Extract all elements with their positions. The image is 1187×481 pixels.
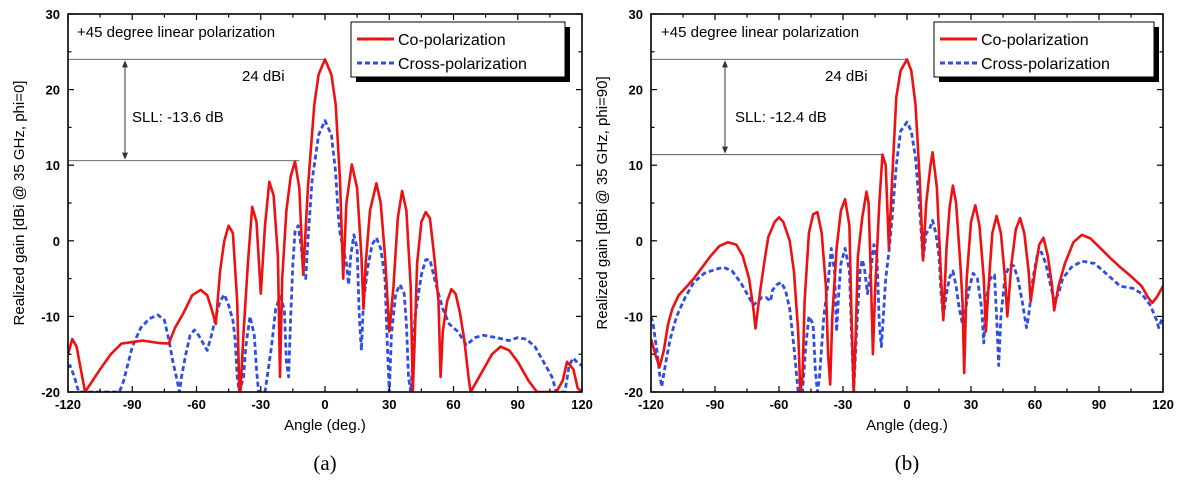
chart-b-y-tick-label: 30 xyxy=(629,7,643,22)
chart-b-legend-co-label: Co-polarization xyxy=(981,32,1089,49)
chart-a-y-tick-label: 30 xyxy=(46,7,60,22)
chart-a-legend: Co-polarization Cross-polarization xyxy=(350,21,570,82)
chart-a-x-tick-label: -30 xyxy=(251,397,270,412)
chart-b-sll-arrow-head-up xyxy=(722,60,728,68)
chart-b-y-tick-label: 0 xyxy=(636,234,643,249)
chart-a-x-tick-label: 120 xyxy=(571,397,593,412)
chart-b-x-tick-label: 60 xyxy=(1028,397,1042,412)
chart-b-y-tick-label: 20 xyxy=(629,83,643,98)
chart-b-y-tick-labels: -20 -10 0 10 20 30 xyxy=(624,7,643,400)
chart-a-y-axis-label: Realized gain [dBi @ 35 GHz, phi=0] xyxy=(11,81,28,326)
chart-b-legend-cross-label: Cross-polarization xyxy=(981,56,1110,73)
chart-b-legend: Co-polarization Cross-polarization xyxy=(933,21,1159,82)
chart-b-polarization-title: +45 degree linear polarization xyxy=(661,24,859,41)
chart-a-sll-arrow-head-down xyxy=(122,152,128,160)
chart-a-legend-box xyxy=(350,21,566,78)
chart-b-peak-label: 24 dBi xyxy=(825,68,868,85)
chart-a-x-tick-labels: -120 -90 -60 -30 0 30 60 90 120 xyxy=(55,397,593,412)
chart-a-series-co-polarization xyxy=(68,58,582,392)
chart-b-y-tick-label: 10 xyxy=(629,158,643,173)
chart-a-y-tick-label: 10 xyxy=(46,158,60,173)
chart-b-x-tick-label: 120 xyxy=(1152,397,1174,412)
chart-a-y-tick-label: -10 xyxy=(41,309,60,324)
chart-a: -120 -90 -60 -30 0 30 60 90 120 -20 -10 0 10 20 30 An… xyxy=(11,7,593,475)
chart-b-legend-box xyxy=(933,21,1155,78)
chart-a-y-tick-label: 20 xyxy=(46,83,60,98)
chart-a-legend-co-label: Co-polarization xyxy=(398,32,506,49)
chart-a-x-tick-label: -90 xyxy=(123,397,142,412)
chart-a-sll-label: SLL: -13.6 dB xyxy=(132,109,224,126)
chart-a-panel-label: (a) xyxy=(313,451,336,475)
chart-a-ticks xyxy=(67,13,583,393)
chart-b-annotation-lines xyxy=(651,58,907,156)
chart-a-curves xyxy=(68,58,582,392)
chart-a-peak-label: 24 dBi xyxy=(242,68,285,85)
chart-b-y-tick-label: -20 xyxy=(624,385,643,400)
chart-a-series-cross-polarization xyxy=(68,119,582,392)
chart-a-x-tick-label: 90 xyxy=(511,397,525,412)
chart-b-x-tick-label: 0 xyxy=(903,397,910,412)
chart-b-panel-label: (b) xyxy=(895,451,920,475)
chart-a-x-tick-label: 0 xyxy=(321,397,328,412)
chart-b-y-axis-label: Realized gain [dBi @ 35 GHz, phi=90] xyxy=(594,76,611,329)
chart-b-series-co-polarization xyxy=(651,58,1163,392)
chart-b-sll-label: SLL: -12.4 dB xyxy=(735,109,827,126)
chart-a-legend-cross-label: Cross-polarization xyxy=(398,56,527,73)
chart-b: -120 -90 -60 -30 0 30 60 90 120 -20 -10 0 10 20 30 An… xyxy=(594,7,1174,475)
chart-b-x-tick-label: -90 xyxy=(706,397,725,412)
chart-b-series-cross-polarization xyxy=(651,120,1163,392)
chart-b-x-tick-label: 30 xyxy=(964,397,978,412)
chart-a-sll-arrow-head-up xyxy=(122,60,128,68)
chart-a-y-tick-label: -20 xyxy=(41,385,60,400)
chart-a-x-tick-label: 60 xyxy=(446,397,460,412)
chart-a-x-tick-label: 30 xyxy=(382,397,396,412)
chart-b-ticks xyxy=(650,13,1164,393)
chart-a-polarization-title: +45 degree linear polarization xyxy=(77,24,275,41)
chart-a-x-tick-label: -60 xyxy=(187,397,206,412)
chart-b-x-tick-label: -30 xyxy=(834,397,853,412)
chart-b-x-tick-labels: -120 -90 -60 -30 0 30 60 90 120 xyxy=(638,397,1174,412)
chart-b-sll-arrow-head-down xyxy=(722,146,728,154)
chart-b-curves xyxy=(651,58,1163,392)
chart-a-x-tick-label: -120 xyxy=(55,397,81,412)
chart-a-annotation-lines xyxy=(68,58,325,162)
chart-a-y-tick-label: 0 xyxy=(53,234,60,249)
chart-a-y-tick-labels: -20 -10 0 10 20 30 xyxy=(41,7,60,400)
chart-b-x-tick-label: -60 xyxy=(770,397,789,412)
chart-b-x-tick-label: -120 xyxy=(638,397,664,412)
chart-b-y-tick-label: -10 xyxy=(624,309,643,324)
chart-b-x-tick-label: 90 xyxy=(1092,397,1106,412)
chart-a-x-axis-label: Angle (deg.) xyxy=(284,417,366,434)
chart-b-x-axis-label: Angle (deg.) xyxy=(866,417,948,434)
